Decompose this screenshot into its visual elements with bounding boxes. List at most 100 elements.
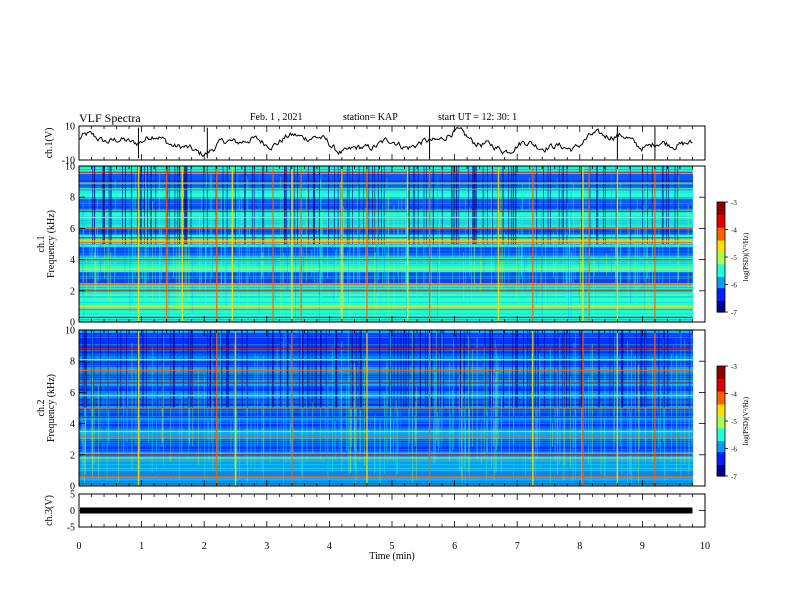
colorbar-segment (717, 308, 725, 311)
spectrogram-texture (79, 270, 693, 272)
spectrogram-texture (79, 331, 693, 333)
colorbar-segment (717, 410, 725, 413)
spectrogram-texture (79, 361, 693, 363)
spectrogram-texture (79, 193, 693, 195)
colorbar-tick-label: -7 (731, 473, 737, 481)
spectrogram-texture (79, 336, 693, 338)
colorbar-segment (717, 205, 725, 209)
y-tick-label: 4 (70, 419, 75, 430)
colorbar-tick-label: -3 (731, 199, 737, 207)
colorbar-segment (717, 378, 725, 382)
spectrogram-texture (79, 481, 693, 483)
colorbar-segment (717, 465, 725, 468)
ch3-trace (80, 507, 693, 514)
colorbar-segment (717, 203, 725, 207)
colorbar-label: log(PSD)(V²/Hz) (742, 396, 750, 445)
y-axis-label: Frequency (kHz) (46, 210, 57, 278)
y-axis-label: ch.2 (36, 400, 47, 417)
station-label: station= KAP (343, 112, 398, 123)
y-tick-label: 6 (70, 224, 75, 235)
colorbar-segment (717, 293, 725, 297)
spectrogram-texture (79, 223, 693, 225)
spectrogram-texture (79, 249, 693, 251)
colorbar-segment (717, 222, 725, 225)
spectrogram-texture (79, 279, 693, 281)
colorbar-segment (717, 435, 725, 439)
colorbar-segment (717, 466, 725, 470)
colorbar-segment (717, 470, 725, 473)
colorbar-segment (717, 382, 725, 385)
spectrogram-texture (79, 376, 693, 378)
x-tick-label: 3 (264, 541, 269, 552)
colorbar-segment (717, 380, 725, 384)
colorbar-segment (717, 424, 725, 428)
spectrogram-texture (79, 167, 693, 169)
spectrogram-texture (79, 184, 693, 186)
colorbar-segment (717, 279, 725, 282)
colorbar-segment (717, 253, 725, 256)
spectrogram-texture (79, 169, 693, 171)
y-tick-label: 0 (70, 482, 75, 493)
ch2-spectrogram-panel: 0 2 4 6 8 10 ch.2 Frequency (kHz) (36, 326, 706, 493)
colorbar-segment (717, 225, 725, 229)
colorbar-segment (717, 242, 725, 245)
spectrogram-texture (79, 197, 693, 199)
colorbar-segment (717, 399, 725, 402)
spectrogram-texture (79, 253, 693, 255)
spectrogram-texture (79, 368, 693, 370)
spectrogram-texture (79, 212, 693, 214)
spectrogram-texture (79, 381, 693, 383)
colorbar-segment (717, 371, 725, 374)
spectrogram-texture (79, 208, 693, 210)
colorbar-segment (717, 402, 725, 406)
colorbar-segment (717, 437, 725, 440)
spectrogram-texture (79, 189, 693, 191)
x-tick-label: 5 (390, 541, 395, 552)
colorbar-segment (717, 444, 725, 448)
spectrogram-texture (79, 191, 693, 193)
spectrogram-texture (79, 225, 693, 227)
spectrogram-texture (79, 311, 693, 313)
colorbar-segment (717, 262, 725, 265)
colorbar-segment (717, 452, 725, 455)
spectrogram-texture (79, 355, 693, 357)
ch1-trace (78, 127, 693, 157)
colorbar-segment (717, 280, 725, 284)
colorbar-segment (717, 455, 725, 459)
spectrogram-texture (79, 287, 693, 289)
colorbar-segment (717, 384, 725, 387)
colorbar-segment (717, 391, 725, 395)
spectrogram-texture (79, 236, 693, 238)
spectrogram-texture (79, 217, 693, 219)
colorbar-segment (717, 419, 725, 422)
x-tick-label: 6 (452, 541, 457, 552)
spectrogram-texture (79, 187, 693, 189)
colorbar-segment (717, 273, 725, 276)
colorbar-segment (717, 233, 725, 236)
spectrogram-texture (79, 302, 693, 304)
colorbar-segment (717, 229, 725, 232)
spectrogram-texture (79, 320, 693, 322)
colorbar-segment (717, 457, 725, 461)
colorbar-segment (717, 268, 725, 271)
spectrogram-texture (79, 200, 693, 202)
spectrogram-texture (79, 307, 693, 309)
colorbar-segment (717, 413, 725, 417)
colorbar-tick-label: -3 (731, 363, 737, 371)
spectrogram-texture (79, 349, 693, 351)
x-axis-label: Time (min) (369, 551, 414, 562)
time-axis: 0 1 2 3 4 5 6 7 8 9 10 Time (min) (77, 541, 711, 562)
colorbar-segment (717, 271, 725, 275)
y-axis-label: Frequency (kHz) (46, 374, 57, 442)
spectrogram-texture (79, 383, 693, 385)
colorbar-segment (717, 214, 725, 218)
spectrogram-texture (79, 298, 693, 300)
colorbar-segment (717, 461, 725, 464)
spectrogram-texture (79, 357, 693, 359)
colorbar-segment (717, 236, 725, 240)
colorbar-segment (717, 297, 725, 300)
spectrogram-texture (79, 257, 693, 259)
colorbar-segment (717, 218, 725, 221)
colorbar-segment (717, 408, 725, 411)
spectrogram-texture (79, 245, 693, 247)
